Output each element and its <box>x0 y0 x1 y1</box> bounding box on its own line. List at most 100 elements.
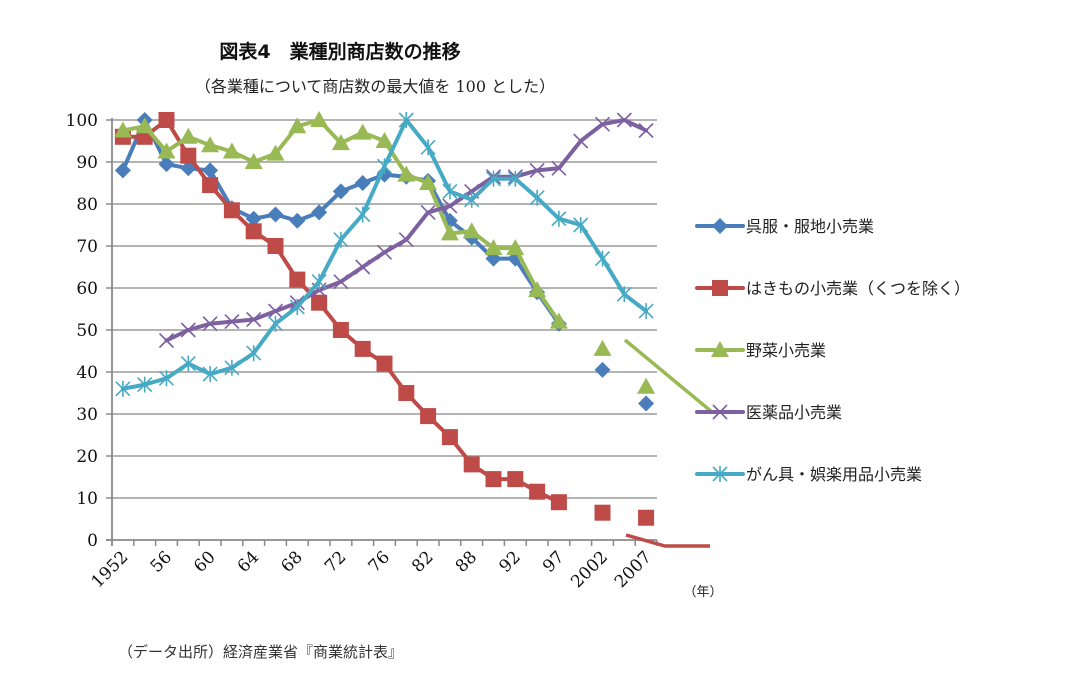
y-tick-label: 10 <box>76 489 98 509</box>
legend-label: 野菜小売業 <box>746 341 826 360</box>
data-point <box>638 122 654 139</box>
series-2 <box>113 111 656 394</box>
legend-label: はきもの小売業（くつを除く） <box>746 279 970 298</box>
legend-marker <box>711 341 729 357</box>
data-point <box>245 223 262 240</box>
data-point <box>114 162 131 179</box>
data-point <box>332 322 349 338</box>
legend-marker <box>712 404 728 420</box>
chart-title: 図表4 業種別商店数の推移 <box>219 40 460 63</box>
series-4 <box>115 112 654 397</box>
data-point <box>637 377 656 394</box>
data-point <box>310 111 329 127</box>
data-point <box>550 494 567 511</box>
legend-label: 医薬品小売業 <box>746 403 842 422</box>
x-tick-label: 88 <box>452 547 481 576</box>
data-point <box>137 376 153 393</box>
data-point <box>180 322 196 338</box>
data-point <box>311 273 327 290</box>
data-point <box>551 160 567 176</box>
data-point <box>594 250 611 267</box>
data-point <box>398 112 414 128</box>
data-source: （データ出所）経済産業省『商業統計表』 <box>118 643 403 661</box>
data-point <box>311 204 328 221</box>
legend-item: がん具・娯楽用品小売業 <box>695 465 922 484</box>
data-point <box>266 144 285 161</box>
data-point <box>267 315 284 332</box>
data-point <box>245 210 262 227</box>
data-point <box>464 191 480 208</box>
y-tick-label: 40 <box>76 363 98 383</box>
x-tick-label: 60 <box>190 547 219 576</box>
data-point <box>288 117 307 134</box>
axes <box>106 118 657 546</box>
legend-label: 呉服・服地小売業 <box>746 217 874 236</box>
x-tick-label: 1952 <box>88 547 133 592</box>
data-point <box>223 202 240 219</box>
data-point <box>442 183 458 200</box>
data-point <box>441 429 458 446</box>
data-point <box>484 239 503 256</box>
x-tick-label: 2002 <box>567 547 612 592</box>
data-point <box>529 189 545 206</box>
data-point <box>267 206 284 223</box>
y-tick-label: 0 <box>87 531 98 551</box>
data-point <box>528 281 547 298</box>
data-point <box>332 183 349 200</box>
legend-label: がん具・娯楽用品小売業 <box>746 465 922 484</box>
data-point <box>420 204 436 220</box>
data-point <box>594 504 611 521</box>
x-tick-label: 82 <box>408 547 437 576</box>
data-point <box>202 366 218 383</box>
x-tick-label: 97 <box>539 547 568 576</box>
y-tick-label: 80 <box>76 195 98 215</box>
stray-lines <box>623 338 714 548</box>
data-point <box>463 456 480 473</box>
data-point <box>398 232 414 248</box>
data-point <box>201 136 220 153</box>
x-tick-label: 92 <box>495 547 524 576</box>
data-point <box>331 134 350 151</box>
data-point <box>246 311 262 328</box>
data-point <box>354 175 371 191</box>
x-tick-label: 68 <box>277 547 306 576</box>
data-point <box>397 165 416 182</box>
legend-item: はきもの小売業（くつを除く） <box>695 279 970 298</box>
data-point <box>202 162 219 179</box>
data-point <box>638 509 655 526</box>
data-point <box>224 359 240 376</box>
data-point <box>420 408 437 425</box>
y-tick-label: 70 <box>76 237 98 257</box>
stray-red-line <box>625 533 710 548</box>
data-point <box>507 170 523 187</box>
data-point <box>267 238 284 254</box>
data-point <box>485 471 502 488</box>
data-point <box>638 303 654 320</box>
data-point <box>289 271 306 288</box>
legend-marker <box>712 280 728 296</box>
data-point <box>376 244 393 260</box>
data-point <box>202 316 218 332</box>
legend-item: 野菜小売業 <box>695 341 826 360</box>
data-point <box>267 303 284 319</box>
data-point <box>462 222 481 239</box>
series-1 <box>114 112 655 526</box>
x-tick-label: 2007 <box>611 547 656 592</box>
data-point <box>529 483 546 500</box>
data-point <box>244 153 263 169</box>
legend-item: 医薬品小売業 <box>695 403 842 422</box>
y-tick-label: 30 <box>76 405 98 425</box>
data-point <box>573 217 589 233</box>
legend-marker <box>712 218 728 234</box>
data-point <box>442 198 458 214</box>
data-point <box>115 380 131 397</box>
legend-marker <box>712 466 728 482</box>
x-tick-label: 64 <box>234 547 263 576</box>
x-tick-label: 76 <box>365 547 394 576</box>
stray-green-line <box>623 338 714 414</box>
y-tick-label: 60 <box>76 279 98 299</box>
legend-item: 呉服・服地小売業 <box>695 217 874 236</box>
data-point <box>289 212 306 229</box>
